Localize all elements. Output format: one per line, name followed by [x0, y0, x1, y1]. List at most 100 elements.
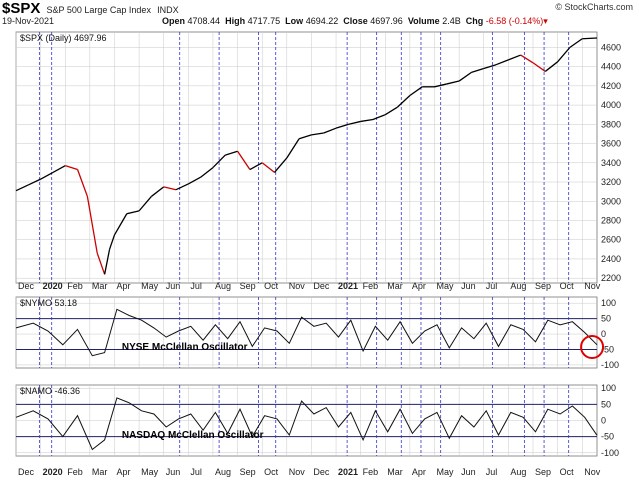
y-tick-label: 3000 — [601, 196, 621, 206]
x-tick-label: Oct — [264, 281, 279, 291]
price-segment — [495, 59, 509, 66]
chart-title: $SPX S&P 500 Large Cap Index INDX — [2, 0, 179, 17]
x-tick-label: Sep — [535, 281, 551, 291]
x-tick-label: Mar — [387, 281, 403, 291]
x-tick-label: Apr — [116, 281, 130, 291]
price-segment — [298, 134, 312, 140]
x-tick-label: Nov — [584, 467, 601, 477]
x-tick-label: May — [437, 281, 455, 291]
x-tick-label: Jun — [461, 281, 476, 291]
y-tick-label: 50 — [601, 314, 611, 324]
price-segment — [569, 38, 583, 48]
quote-line: Open 4708.44 High 4717.75 Low 4694.22 Cl… — [162, 16, 548, 27]
x-tick-label: Mar — [387, 467, 403, 477]
price-segment — [237, 150, 251, 170]
price-segment — [28, 178, 41, 186]
stockcharts-credit: © StockCharts.com — [555, 2, 633, 12]
x-tick-label: Mar — [92, 281, 108, 291]
price-segment — [274, 157, 288, 173]
x-tick-label: Nov — [289, 467, 306, 477]
panel-legend: $SPX (Daily) 4697.96 — [20, 33, 107, 43]
x-tick-label: Sep — [240, 281, 256, 291]
y-tick-label: 2800 — [601, 215, 621, 225]
price-segment — [40, 171, 54, 180]
index-name: S&P 500 Large Cap Index — [46, 5, 151, 15]
low-label: Low — [285, 16, 304, 26]
panel-frame-0 — [15, 31, 598, 284]
x-tick-label: Apr — [116, 467, 130, 477]
y-tick-label: 2200 — [601, 273, 621, 283]
high-label: High — [225, 16, 246, 26]
x-tick-label: Jun — [461, 467, 476, 477]
x-tick-label: Jun — [166, 467, 181, 477]
x-tick-label: Feb — [67, 281, 83, 291]
price-segment — [96, 252, 106, 275]
price-segment — [126, 210, 140, 215]
price-segment — [108, 234, 116, 250]
x-tick-label: Feb — [363, 467, 379, 477]
x-tick-label: Dec — [18, 467, 35, 477]
x-tick-label: Dec — [313, 467, 330, 477]
y-tick-label: 0 — [601, 329, 606, 339]
price-segment — [151, 186, 165, 197]
price-segment — [86, 196, 98, 254]
y-tick-label: 4400 — [601, 62, 621, 72]
x-tick-label: Dec — [313, 281, 330, 291]
y-tick-label: -50 — [601, 344, 614, 354]
price-segment — [212, 154, 226, 169]
x-tick-label: Aug — [510, 281, 526, 291]
y-tick-label: 100 — [601, 383, 616, 393]
open-label: Open — [162, 16, 186, 26]
price-segment — [52, 165, 66, 173]
y-tick-label: 4600 — [601, 42, 621, 52]
down-arrow-icon: ▾ — [543, 16, 548, 26]
price-segment — [249, 162, 263, 171]
x-tick-label: Mar — [92, 467, 108, 477]
price-segment — [163, 186, 177, 191]
price-segment — [532, 62, 546, 72]
panel-legend: $NYMO 53.18 — [20, 298, 77, 308]
x-tick-label: Jul — [190, 281, 202, 291]
oscillator-title: NASDAQ McClellan Oscillator — [122, 430, 264, 441]
volume-value: 2.4B — [442, 16, 461, 26]
chg-label: Chg — [465, 16, 484, 26]
x-tick-label: May — [141, 467, 159, 477]
y-tick-label: -100 — [601, 360, 619, 370]
price-segment — [471, 67, 484, 74]
x-tick-label: Aug — [215, 467, 231, 477]
x-tick-label: Dec — [18, 281, 35, 291]
price-segment — [113, 213, 128, 236]
volume-label: Volume — [407, 16, 440, 26]
close-value: 4697.96 — [370, 16, 403, 26]
x-tick-label: Apr — [412, 467, 426, 477]
y-tick-label: 3800 — [601, 119, 621, 129]
highlight-circle — [580, 335, 605, 359]
quote-date: 19-Nov-2021 — [2, 16, 55, 26]
oscillator-title: NYSE McClellan Oscillator — [122, 342, 248, 353]
x-tick-label: Oct — [264, 467, 279, 477]
chg-value: -6.58 (-0.14%) — [485, 16, 544, 26]
panel-frame-1 — [15, 296, 598, 369]
y-tick-label: -50 — [601, 432, 614, 442]
price-segment — [434, 83, 447, 88]
price-segment — [138, 196, 152, 212]
y-tick-label: 3400 — [601, 158, 621, 168]
y-tick-label: 2400 — [601, 254, 621, 264]
x-tick-label: May — [141, 281, 159, 291]
price-segment — [397, 94, 411, 108]
price-segment — [311, 132, 324, 136]
x-tick-label: 2021 — [338, 281, 358, 291]
x-tick-label: Sep — [535, 467, 551, 477]
panel-legend: $NAMO -46.36 — [20, 386, 80, 396]
price-segment — [76, 169, 89, 197]
x-tick-label: Jun — [166, 281, 181, 291]
price-segment — [323, 127, 337, 134]
price-segment — [483, 64, 497, 70]
x-tick-label: Oct — [560, 281, 575, 291]
x-tick-label: Jul — [486, 467, 498, 477]
x-tick-label: 2020 — [43, 281, 63, 291]
price-segment — [384, 106, 398, 116]
price-segment — [188, 176, 201, 185]
x-tick-label: Feb — [67, 467, 83, 477]
